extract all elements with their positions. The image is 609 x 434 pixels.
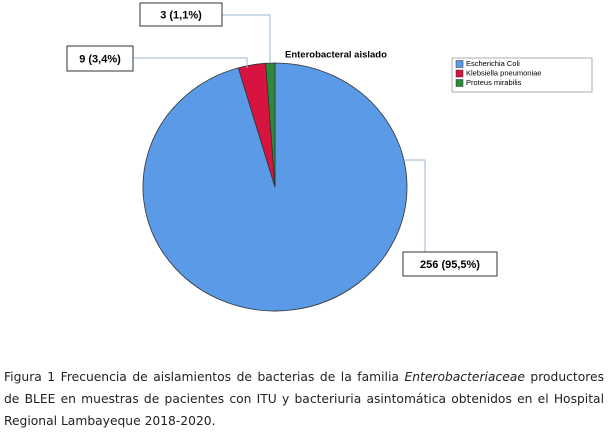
legend-title: Enterobacteral aislado xyxy=(285,50,387,61)
chart: Enterobacteral aislado 256 (95,5%) 9 (3,4… xyxy=(66,2,593,312)
leader-line xyxy=(133,57,248,68)
label-box xyxy=(139,2,223,27)
label-box xyxy=(402,251,498,277)
legend-label: Proteus mirabilis xyxy=(466,78,522,87)
pie-slice xyxy=(265,62,276,188)
legend-swatch xyxy=(455,60,464,68)
legend-swatch xyxy=(455,79,464,87)
data-label: 256 (95,5%) xyxy=(420,259,480,271)
leader-line xyxy=(222,14,271,62)
pie-slice xyxy=(142,62,408,312)
legend-box xyxy=(451,57,593,93)
data-label: 9 (3,4%) xyxy=(79,53,121,65)
caption-text: Figura 1 Frecuencia de aislamientos de b… xyxy=(4,370,405,384)
caption: Figura 1 Frecuencia de aislamientos de b… xyxy=(4,366,604,432)
caption-italic: Enterobacteriaceae xyxy=(404,370,525,384)
label-box xyxy=(66,45,134,72)
legend-label: Escherichia Coli xyxy=(466,59,520,68)
legend-swatch xyxy=(455,69,464,78)
data-label: 3 (1,1%) xyxy=(160,9,202,21)
caption-text: productores de BLEE en muestras de pacie… xyxy=(4,370,604,428)
leader-line xyxy=(405,159,426,252)
legend-label: Klebsiella pneumoniae xyxy=(466,68,541,77)
